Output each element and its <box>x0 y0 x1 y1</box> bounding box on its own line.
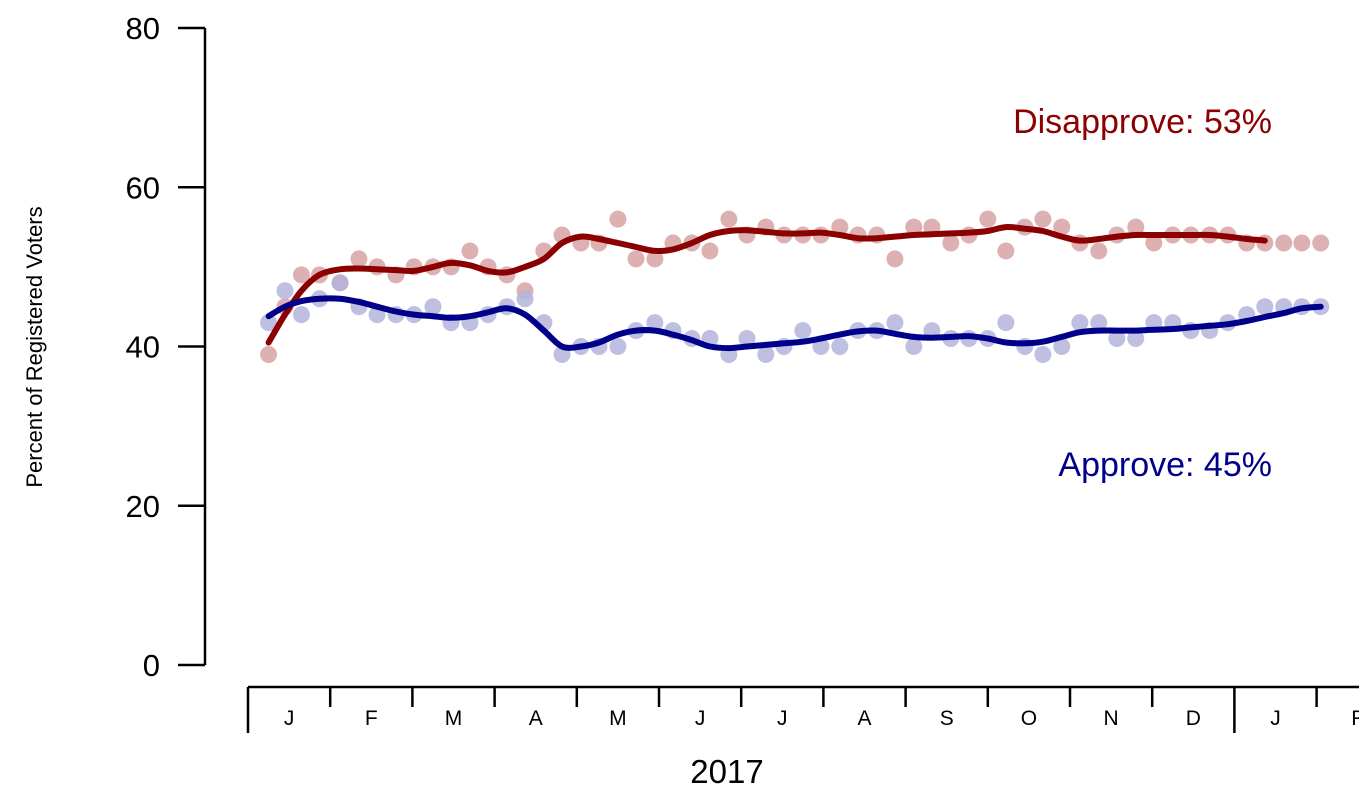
y-axis-label: Percent of Registered Voters <box>22 206 47 487</box>
disapprove-point <box>701 242 719 260</box>
disapprove-point <box>1034 210 1052 228</box>
approve-point <box>886 314 904 332</box>
disapprove-point <box>1275 234 1293 252</box>
approve-point <box>1034 345 1052 363</box>
month-label: F <box>365 707 378 730</box>
approve-point <box>905 338 923 355</box>
disapprove-point <box>1090 242 1108 260</box>
approve-point <box>831 338 849 355</box>
approve-point <box>1256 298 1274 316</box>
approve-point <box>794 322 812 340</box>
disapprove-point <box>1127 218 1145 236</box>
disapprove-point <box>905 218 923 236</box>
approve-point <box>424 298 442 316</box>
approve-point <box>292 306 310 324</box>
y-tick-label: 80 <box>126 11 160 46</box>
month-label: J <box>777 707 788 730</box>
approve-point <box>609 338 627 355</box>
approve-trend-line <box>265 295 1324 352</box>
disapprove-point <box>979 210 997 228</box>
approve-point <box>1108 330 1126 348</box>
disapprove-point <box>1053 218 1071 236</box>
y-tick-label: 0 <box>143 648 160 683</box>
approve-point <box>1090 314 1108 332</box>
disapprove-point <box>1312 234 1330 252</box>
disapprove-point <box>627 250 645 268</box>
month-label: M <box>445 707 463 730</box>
month-label: J <box>284 707 295 730</box>
disapprove-point <box>260 345 278 363</box>
disapprove-point <box>886 250 904 268</box>
approve-point <box>260 314 278 332</box>
month-label: M <box>609 707 627 730</box>
y-tick-label: 20 <box>126 489 160 524</box>
y-tick-label: 60 <box>126 170 160 205</box>
disapprove-point <box>1145 234 1163 252</box>
month-label: F <box>1351 707 1359 730</box>
disapprove-point <box>942 234 960 252</box>
disapprove-point <box>997 242 1015 260</box>
trend-lines <box>265 224 1324 352</box>
month-label: D <box>1186 707 1201 730</box>
approve-label: Approve: 45% <box>1058 446 1272 484</box>
disapprove-point <box>609 210 627 228</box>
disapprove-point <box>1293 234 1311 252</box>
y-tick-label: 40 <box>126 330 160 365</box>
approve-point <box>738 330 756 348</box>
approve-point <box>997 314 1015 332</box>
disapprove-point <box>646 250 664 268</box>
disapprove-point <box>831 218 849 236</box>
month-label: J <box>1270 707 1281 730</box>
approve-point <box>331 274 349 292</box>
disapprove-point <box>350 250 368 268</box>
month-label: S <box>940 707 954 730</box>
month-label: J <box>695 707 706 730</box>
disapprove-point <box>461 242 479 260</box>
approve-point <box>1071 314 1089 332</box>
approve-point <box>1127 330 1145 348</box>
approve-point <box>757 345 775 363</box>
y-axis: 0 20 40 60 80 <box>126 11 207 683</box>
disapprove-label: Disapprove: 53% <box>1013 103 1272 141</box>
month-label: O <box>1021 707 1037 730</box>
approve-point <box>276 282 294 300</box>
disapprove-point <box>292 266 310 284</box>
approve-point <box>1053 338 1071 355</box>
x-axis-year-label: 2017 <box>690 753 763 788</box>
disapprove-trend-line <box>265 224 1268 346</box>
approve-point <box>646 314 664 332</box>
approve-point <box>516 290 534 308</box>
month-label: A <box>529 707 543 730</box>
disapprove-point <box>720 210 738 228</box>
month-label: N <box>1104 707 1119 730</box>
month-label: A <box>857 707 871 730</box>
